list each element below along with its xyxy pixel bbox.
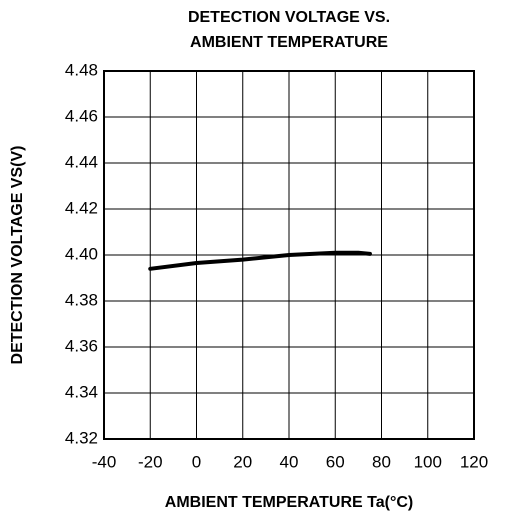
- chart-title: AMBIENT TEMPERATURE: [190, 34, 388, 51]
- y-tick-label: 4.38: [65, 290, 98, 309]
- x-tick-label: 40: [280, 452, 299, 471]
- y-tick-label: 4.44: [65, 152, 98, 171]
- chart-title: DETECTION VOLTAGE VS.: [188, 9, 390, 26]
- plot-frame: [103, 70, 475, 440]
- x-axis-label: AMBIENT TEMPERATURE Ta(°C): [165, 494, 413, 511]
- x-tick-label: 120: [460, 452, 488, 471]
- x-tick-label: 100: [414, 452, 442, 471]
- y-tick-label: 4.48: [65, 60, 98, 79]
- y-tick-label: 4.46: [65, 106, 98, 125]
- y-axis-label: DETECTION VOLTAGE VS(V): [9, 146, 26, 365]
- y-tick-label: 4.40: [65, 244, 98, 263]
- x-tick-label: 0: [192, 452, 201, 471]
- x-tick-label: 60: [326, 452, 345, 471]
- x-tick-label: -20: [138, 452, 163, 471]
- y-tick-label: 4.36: [65, 336, 98, 355]
- x-tick-label: 80: [372, 452, 391, 471]
- x-tick-label: 20: [233, 452, 252, 471]
- y-tick-label: 4.42: [65, 198, 98, 217]
- x-tick-label: -40: [92, 452, 117, 471]
- y-tick-label: 4.32: [65, 428, 98, 447]
- y-tick-label: 4.34: [65, 382, 98, 401]
- data-line: [148, 250, 372, 271]
